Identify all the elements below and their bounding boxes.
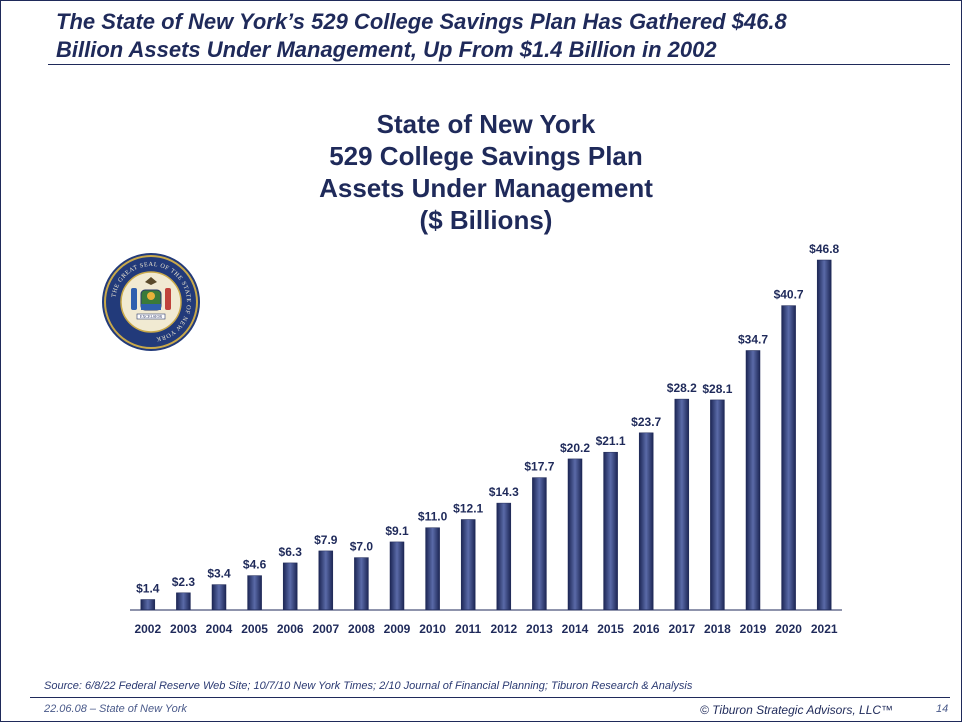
footer-date-topic: 22.06.08 – State of New York xyxy=(44,703,187,715)
bar-2005 xyxy=(247,575,262,611)
x-tick-2013: 2013 xyxy=(526,622,553,636)
data-label-2017: $28.2 xyxy=(667,381,697,395)
bar-2008 xyxy=(354,557,369,611)
data-label-2018: $28.1 xyxy=(702,382,732,396)
footer-copyright: © Tiburon Strategic Advisors, LLC™ xyxy=(700,703,894,717)
x-tick-2008: 2008 xyxy=(348,622,375,636)
x-tick-2021: 2021 xyxy=(811,622,838,636)
bar-2002 xyxy=(140,599,156,611)
bar-2020 xyxy=(781,305,796,611)
data-label-2010: $11.0 xyxy=(418,510,448,524)
x-tick-2005: 2005 xyxy=(241,622,268,636)
x-tick-2009: 2009 xyxy=(384,622,411,636)
x-tick-2020: 2020 xyxy=(775,622,802,636)
footer-divider xyxy=(30,697,950,698)
x-tick-2006: 2006 xyxy=(277,622,304,636)
chart-title-line-2: 529 College Savings Plan xyxy=(329,141,643,171)
x-tick-2016: 2016 xyxy=(633,622,660,636)
bar-2018 xyxy=(710,399,725,611)
chart-data-labels: $1.4 $2.3 $3.4 $4.6 $6.3 $7.9 $7.0 $9.1 $11.0 $12… xyxy=(136,242,839,596)
source-note: Source: 6/8/22 Federal Reserve Web Site;… xyxy=(44,680,693,692)
chart-x-tick-labels: 2002 2003 2004 2005 2006 2007 2008 2009 2010 2011… xyxy=(134,622,837,636)
x-tick-2010: 2010 xyxy=(419,622,446,636)
data-label-2016: $23.7 xyxy=(631,415,661,429)
x-tick-2003: 2003 xyxy=(170,622,197,636)
data-label-2015: $21.1 xyxy=(596,434,626,448)
bar-2007 xyxy=(318,550,334,611)
x-tick-2018: 2018 xyxy=(704,622,731,636)
data-label-2012: $14.3 xyxy=(489,485,519,499)
chart-bars xyxy=(140,259,832,611)
data-label-2014: $20.2 xyxy=(560,441,590,455)
x-tick-2011: 2011 xyxy=(455,622,481,636)
seal-motto: EXCELSIOR xyxy=(140,314,162,319)
bar-2016 xyxy=(638,432,654,611)
bar-2004 xyxy=(211,584,227,611)
bar-2017 xyxy=(674,398,690,611)
bar-2009 xyxy=(389,541,405,611)
bar-2011 xyxy=(460,519,476,611)
headline-line-1: The State of New York’s 529 College Savi… xyxy=(56,9,787,34)
data-label-2013: $17.7 xyxy=(524,460,554,474)
bar-2021 xyxy=(816,259,832,611)
data-label-2004: $3.4 xyxy=(207,567,231,581)
data-label-2021: $46.8 xyxy=(809,242,839,256)
slide-headline: The State of New York’s 529 College Savi… xyxy=(56,8,936,64)
data-label-2009: $9.1 xyxy=(385,524,409,538)
data-label-2011: $12.1 xyxy=(453,502,483,516)
data-label-2008: $7.0 xyxy=(350,540,374,554)
state-of-new-york-seal-icon: THE GREAT SEAL OF THE STATE OF NEW YORK … xyxy=(97,252,205,352)
x-tick-2019: 2019 xyxy=(740,622,767,636)
headline-line-2: Billion Assets Under Management, Up From… xyxy=(56,37,717,62)
data-label-2005: $4.6 xyxy=(243,558,267,572)
data-label-2007: $7.9 xyxy=(314,533,338,547)
bar-2019 xyxy=(745,350,761,611)
bar-2012 xyxy=(496,502,512,611)
x-tick-2017: 2017 xyxy=(668,622,695,636)
data-label-2003: $2.3 xyxy=(172,575,196,589)
x-tick-2014: 2014 xyxy=(562,622,589,636)
data-label-2019: $34.7 xyxy=(738,333,768,347)
page-number: 14 xyxy=(936,703,949,715)
data-label-2020: $40.7 xyxy=(774,288,804,302)
x-tick-2004: 2004 xyxy=(206,622,233,636)
bar-2015 xyxy=(603,451,618,611)
chart-title: State of New York 529 College Savings Pl… xyxy=(236,108,736,236)
bar-2014 xyxy=(567,458,583,611)
chart-title-line-3: Assets Under Management xyxy=(319,173,653,203)
x-tick-2002: 2002 xyxy=(134,622,161,636)
bar-2003 xyxy=(176,592,191,611)
x-tick-2007: 2007 xyxy=(312,622,339,636)
x-tick-2012: 2012 xyxy=(490,622,517,636)
data-label-2006: $6.3 xyxy=(279,545,303,559)
bar-2006 xyxy=(282,562,298,611)
bar-2010 xyxy=(425,527,440,611)
x-tick-2015: 2015 xyxy=(597,622,624,636)
data-label-2002: $1.4 xyxy=(136,582,160,596)
headline-divider xyxy=(48,64,950,65)
chart-title-line-1: State of New York xyxy=(376,109,596,139)
chart-title-line-4: ($ Billions) xyxy=(419,205,553,235)
bar-2013 xyxy=(532,477,547,611)
